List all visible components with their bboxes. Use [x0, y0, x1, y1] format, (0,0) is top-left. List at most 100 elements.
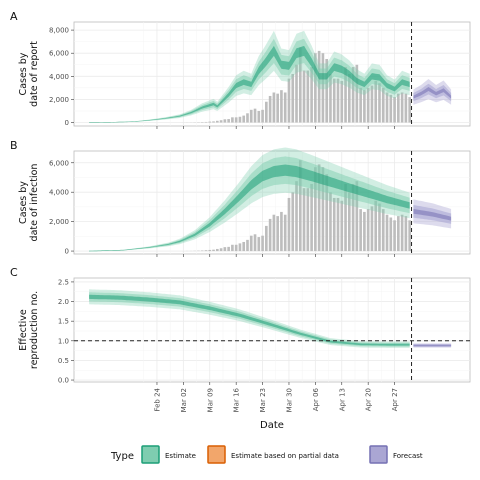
bar: [310, 183, 313, 252]
bar: [393, 220, 396, 252]
bar: [317, 164, 321, 252]
bar: [238, 243, 242, 252]
bar: [215, 248, 219, 252]
y-axis-label: Cases by: [18, 181, 29, 224]
bar: [227, 119, 230, 123]
bar: [276, 216, 279, 252]
bar: [400, 92, 404, 123]
ytick-label: 2,000: [49, 96, 69, 104]
bar: [212, 249, 215, 252]
bar: [302, 188, 306, 252]
bar: [332, 197, 336, 252]
bar: [404, 93, 408, 123]
bar: [231, 244, 234, 252]
bars: [182, 160, 411, 252]
legend-label-forecast: Forecast: [393, 452, 423, 460]
panel-A: 0 2,000 4,000 6,000 8,000 A Cases by date of re…: [10, 10, 471, 129]
bar: [321, 53, 325, 123]
bar: [393, 97, 396, 123]
bar: [385, 92, 389, 123]
bar: [340, 200, 344, 252]
xtick-label: Feb 24: [153, 387, 161, 411]
xtick-label: Apr 27: [391, 388, 399, 411]
ytick-label: 2.5: [58, 278, 69, 286]
bar: [325, 58, 329, 123]
bar: [287, 78, 291, 123]
bar: [253, 108, 257, 123]
bar: [280, 90, 283, 123]
estimate-band-90: [89, 30, 410, 123]
y-axis-label: date of report: [29, 41, 40, 107]
ytick-label: 0: [65, 248, 69, 256]
bar: [347, 74, 351, 123]
bar: [359, 87, 362, 123]
y-axis-label: Effective: [18, 309, 29, 351]
bar: [246, 113, 249, 123]
bar: [265, 101, 268, 123]
ytick-label: 2.0: [58, 298, 69, 306]
bar: [231, 117, 234, 123]
bar: [408, 97, 411, 123]
bar: [344, 183, 347, 252]
bar: [397, 93, 400, 123]
bar: [261, 109, 264, 123]
bar: [329, 74, 332, 123]
bar: [212, 121, 215, 123]
bar: [389, 94, 393, 123]
bar: [400, 214, 404, 252]
bar: [366, 209, 370, 252]
estimate-band-20: [89, 164, 410, 252]
ytick-label: 0: [65, 119, 69, 127]
bar: [389, 217, 393, 252]
bar: [314, 53, 317, 123]
x-axis-title: Date: [260, 420, 284, 431]
forecast-band-20: [413, 344, 452, 347]
bar: [272, 214, 276, 252]
bars: [182, 47, 411, 123]
ytick-label: 0.0: [58, 377, 69, 385]
legend: Type Estimate Estimate based on partial da…: [110, 445, 423, 464]
panel-label: B: [10, 139, 18, 152]
legend-swatch-partial: [207, 445, 226, 464]
legend-label-estimate: Estimate: [165, 452, 196, 460]
ytick-label: 1.0: [58, 337, 69, 345]
bar: [238, 116, 242, 123]
bar: [204, 250, 208, 252]
bar: [234, 244, 238, 252]
legend-title: Type: [110, 451, 134, 462]
ytick-label: 0.5: [58, 357, 69, 365]
bar: [242, 115, 246, 123]
ytick-label: 4,000: [49, 73, 69, 81]
panel-C: 0.0 0.5 1.0 1.5 2.0 2.5 C Effective reproduction…: [10, 266, 471, 385]
bar: [257, 237, 261, 252]
bar: [317, 50, 321, 123]
xtick-label: Mar 16: [233, 387, 241, 412]
bar: [249, 109, 253, 123]
bar: [298, 160, 302, 252]
bar: [257, 110, 261, 123]
bar: [280, 211, 283, 252]
bar: [295, 181, 298, 252]
bar: [378, 83, 381, 123]
bar: [265, 225, 268, 252]
xtick-label: Mar 09: [206, 388, 214, 412]
xtick-label: Apr 13: [338, 388, 346, 411]
xtick-label: Mar 23: [259, 388, 267, 412]
bar: [340, 80, 344, 123]
xtick-label: Mar 30: [285, 388, 293, 412]
bar: [276, 93, 279, 123]
bar: [310, 67, 313, 123]
bar: [306, 70, 310, 123]
bar: [283, 92, 287, 123]
bar: [355, 181, 359, 252]
bar: [223, 119, 227, 123]
y-axis-label: reproduction no.: [29, 291, 40, 369]
bar: [381, 209, 385, 252]
bar: [363, 211, 366, 252]
bar: [215, 120, 219, 123]
ytick-label: 6,000: [49, 50, 69, 58]
bar: [306, 188, 310, 252]
forecast-band-20: [413, 208, 452, 221]
bar: [332, 78, 336, 123]
